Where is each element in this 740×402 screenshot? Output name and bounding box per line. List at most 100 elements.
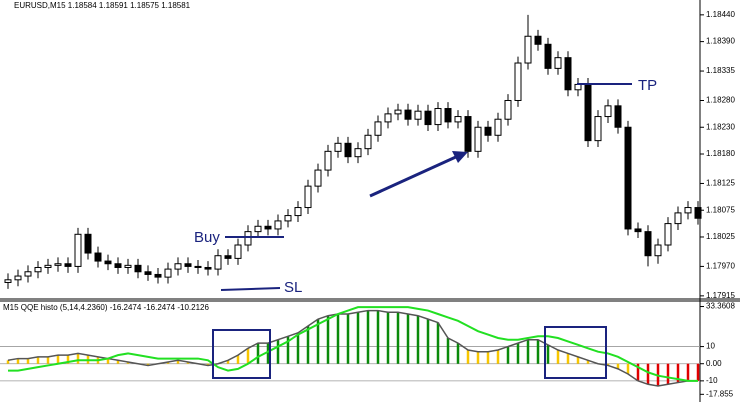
- candle-body: [624, 126, 632, 230]
- y-tick-label: 1.18025: [706, 232, 735, 241]
- candle-body: [224, 255, 232, 259]
- y-tick-label: 1.18180: [706, 149, 735, 158]
- candle-body: [264, 225, 272, 230]
- candle-body: [84, 233, 92, 254]
- y-tick-label: 1.18125: [706, 179, 735, 188]
- candle-body: [474, 126, 482, 152]
- candle-body: [234, 244, 242, 259]
- candle-body: [524, 35, 532, 64]
- candle-body: [634, 228, 642, 233]
- candle-body: [484, 126, 492, 136]
- y-tick-label: 1.17970: [706, 262, 735, 271]
- candle-body: [284, 215, 292, 222]
- candle-body: [534, 35, 542, 45]
- candle-body: [74, 233, 82, 267]
- candle-body: [294, 207, 302, 217]
- candle-body: [114, 263, 122, 268]
- y-tick-label: 0.00: [706, 359, 722, 368]
- candle-body: [44, 264, 52, 268]
- highlight-box: [212, 329, 271, 379]
- candle-body: [674, 212, 682, 225]
- candle-body: [244, 231, 252, 246]
- candle-body: [94, 252, 102, 262]
- candle-body: [664, 223, 672, 246]
- candle-body: [144, 271, 152, 275]
- candle-body: [124, 264, 132, 268]
- buy-label: Buy: [194, 229, 220, 246]
- candle-body: [384, 113, 392, 123]
- y-tick-label: -17.855: [706, 389, 734, 398]
- candle-body: [594, 116, 602, 142]
- y-tick-label: 1.18335: [706, 66, 735, 75]
- y-tick-label: 1.18075: [706, 205, 735, 214]
- candle-body: [604, 105, 612, 118]
- candle-body: [254, 225, 262, 233]
- candle-body: [214, 255, 222, 270]
- highlight-box: [544, 326, 607, 379]
- candle-body: [134, 264, 142, 273]
- candle-body: [334, 142, 342, 152]
- candle-body: [314, 169, 322, 187]
- candle-body: [424, 110, 432, 126]
- candle-body: [194, 265, 202, 268]
- candle-body: [444, 108, 452, 123]
- candle-body: [554, 57, 562, 69]
- candle-body: [4, 279, 12, 283]
- candle-body: [694, 207, 702, 219]
- candle-body: [204, 266, 212, 270]
- candle-body: [374, 121, 382, 136]
- y-tick-label: -10: [706, 376, 718, 385]
- candle-body: [654, 244, 662, 257]
- y-tick-label: 1.18230: [706, 122, 735, 131]
- y-tick-label: 1.18390: [706, 37, 735, 46]
- trend-arrow: [369, 154, 459, 198]
- candle-body: [104, 260, 112, 265]
- qqe-line: [7, 309, 698, 387]
- price-pane: 1.18440 1.18390 1.18335 1.18280 1.18230 1.181…: [4, 10, 735, 300]
- candle-body: [14, 275, 22, 281]
- candle-body: [564, 57, 572, 91]
- candle-body: [574, 83, 582, 91]
- candle-body: [644, 231, 652, 257]
- candle-body: [364, 134, 372, 150]
- tp-label: TP: [638, 77, 657, 94]
- signal-line: [8, 306, 698, 382]
- candle-body: [64, 263, 72, 267]
- candle-body: [344, 142, 352, 158]
- candle-body: [184, 263, 192, 267]
- candle-body: [414, 110, 422, 120]
- candle-body: [544, 43, 552, 69]
- candle-body: [394, 109, 402, 115]
- candle-body: [454, 116, 462, 123]
- candle-body: [434, 108, 442, 126]
- candle-body: [34, 266, 42, 273]
- sl-line: [220, 287, 281, 291]
- arrow-head: [452, 151, 468, 163]
- indicator-title: M15 QQE histo (5,14,4.2360) -16.2474 -16…: [3, 303, 209, 312]
- candle-body: [614, 105, 622, 128]
- candle-body: [464, 116, 472, 152]
- candle-body: [24, 271, 32, 277]
- candle-body: [354, 148, 362, 158]
- y-tick-label: 1.18440: [706, 10, 735, 19]
- indicator-pane: 33.3608 10 0.00 -10 -17.855: [0, 302, 735, 398]
- candle-body: [584, 83, 592, 142]
- sl-label: SL: [284, 279, 302, 296]
- y-tick-label: 10: [706, 342, 715, 351]
- candle-body: [54, 263, 62, 266]
- y-tick-label: 33.3608: [706, 302, 735, 311]
- chart-title: EURUSD,M15 1.18584 1.18591 1.18575 1.185…: [14, 1, 191, 10]
- candle-body: [404, 109, 412, 120]
- candle-body: [174, 263, 182, 270]
- candle-body: [164, 268, 172, 278]
- candle-body: [324, 150, 332, 171]
- candle-body: [154, 273, 162, 278]
- candle-body: [274, 220, 282, 230]
- y-tick-label: 1.18280: [706, 96, 735, 105]
- y-tick-label: 1.17915: [706, 291, 735, 300]
- candle-body: [684, 207, 692, 214]
- candle-body: [304, 185, 312, 209]
- candle-body: [494, 118, 502, 136]
